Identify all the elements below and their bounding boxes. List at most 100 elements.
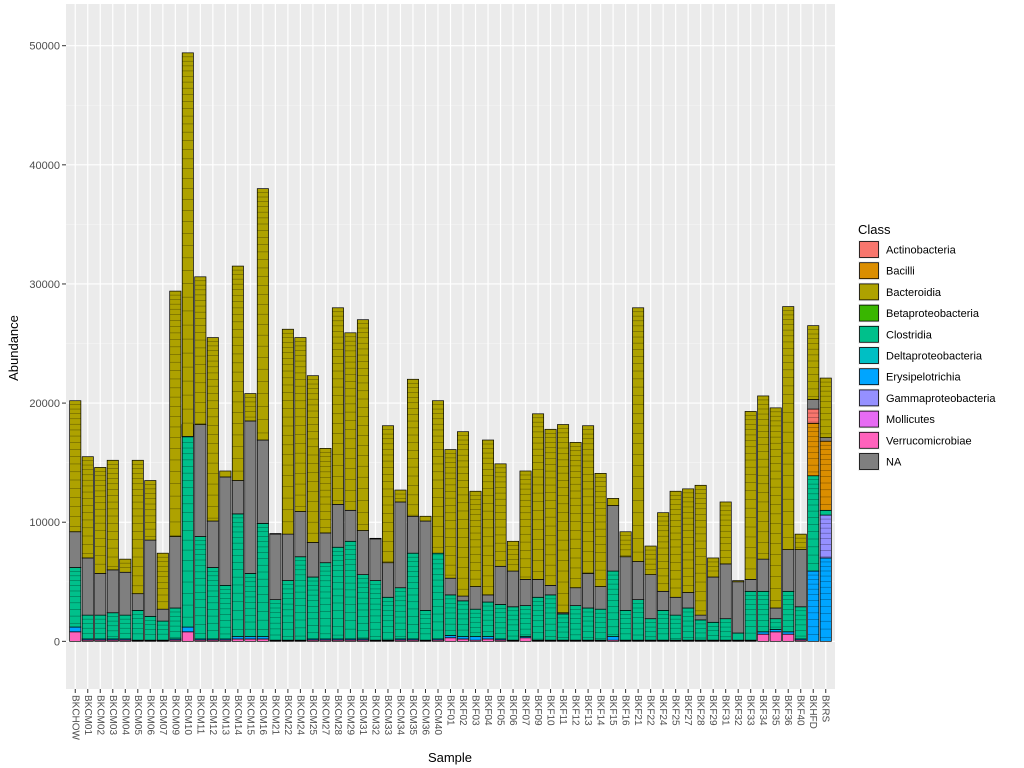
- segment-clostridia: [219, 585, 232, 640]
- segment-verrucomicrobiae: [757, 633, 770, 642]
- bar-BKCM36: [419, 515, 432, 642]
- bar-BKCM09: [169, 290, 182, 642]
- segment-bacteroidia: [281, 328, 294, 535]
- segment-na: [594, 586, 607, 610]
- segment-erysipelotrichia: [69, 626, 82, 633]
- bar-BKCM04: [119, 558, 132, 642]
- segment-na: [156, 608, 169, 622]
- segment-na: [256, 439, 269, 524]
- bar-BKF28: [694, 484, 707, 642]
- segment-clostridia: [269, 599, 282, 641]
- segment-na: [694, 614, 707, 621]
- segment-clostridia: [757, 590, 770, 633]
- segment-bacteroidia: [494, 463, 507, 567]
- legend-swatch-deltaproteobacteria: [859, 347, 879, 364]
- x-tick-label: BKCM16: [257, 695, 268, 735]
- legend: Class Actinobacteria Bacilli Bacteroidia Be…: [858, 222, 996, 471]
- segment-bacteroidia: [507, 540, 520, 572]
- segment-bacteroidia: [181, 52, 194, 437]
- segment-erysipelotrichia: [607, 636, 620, 641]
- legend-swatch-erysipelotrichia: [859, 368, 879, 386]
- x-tick-label: BKF09: [532, 695, 543, 726]
- segment-na: [444, 577, 457, 596]
- x-tick-label: BKCM09: [169, 695, 180, 735]
- segment-na: [294, 511, 307, 558]
- x-tick-label: BKCM33: [382, 695, 393, 735]
- segment-na: [707, 576, 720, 623]
- x-tick-label: BKCM28: [332, 695, 343, 735]
- segment-bacteroidia: [69, 400, 82, 533]
- segment-erysipelotrichia: [256, 636, 269, 640]
- segment-bacteroidia: [482, 439, 495, 596]
- segment-bacteroidia: [819, 377, 832, 438]
- segment-clostridia: [657, 610, 670, 641]
- x-tick-label: BKCM40: [432, 695, 443, 735]
- x-tick-label: BKCM24: [294, 695, 305, 735]
- bar-BKF36: [782, 306, 795, 642]
- y-tick-label: 50000: [29, 41, 60, 53]
- segment-erysipelotrichia: [482, 636, 495, 640]
- segment-bacteroidia: [432, 400, 444, 554]
- x-tick-label: BKCM03: [107, 695, 118, 735]
- segment-bacteroidia: [757, 395, 770, 560]
- segment-clostridia: [744, 590, 757, 641]
- segment-bacteroidia: [206, 337, 219, 522]
- segment-bacteroidia: [582, 425, 595, 574]
- bar-BKCM25: [306, 375, 319, 642]
- bar-BKCM15: [244, 393, 257, 642]
- x-tick-label: BKF06: [507, 695, 518, 726]
- segment-verrucomicrobiae: [181, 631, 194, 642]
- bar-BKF13: [582, 425, 595, 642]
- segment-na: [381, 562, 394, 598]
- segment-bacteroidia: [519, 470, 532, 580]
- segment-na: [757, 558, 770, 592]
- segment-bacteroidia: [794, 533, 807, 550]
- segment-na: [682, 592, 695, 609]
- bar-BKF34: [757, 395, 770, 642]
- segment-clostridia: [794, 606, 807, 640]
- bar-BKF24: [657, 512, 670, 642]
- segment-clostridia: [619, 610, 632, 641]
- segment-bacteroidia: [244, 393, 257, 422]
- bar-BKF02: [457, 431, 469, 642]
- segment-clostridia: [682, 607, 695, 641]
- bar-BKCM01: [81, 456, 94, 642]
- x-tick-label: BKF13: [582, 695, 593, 726]
- bar-BKF06: [507, 540, 520, 642]
- segment-clostridia: [94, 614, 107, 640]
- segment-na: [231, 480, 244, 515]
- segment-erysipelotrichia: [769, 629, 782, 633]
- bar-BKF07: [519, 470, 532, 642]
- segment-bacteroidia: [419, 515, 432, 522]
- bar-BKCM06: [144, 480, 157, 642]
- segment-verrucomicrobiae: [519, 637, 532, 642]
- x-tick-label: BKCM14: [232, 695, 243, 735]
- segment-bacteroidia: [169, 290, 182, 537]
- segment-bacteroidia: [394, 489, 407, 503]
- segment-na: [344, 509, 357, 542]
- segment-na: [81, 557, 94, 616]
- segment-bacilli: [807, 422, 820, 477]
- x-tick-label: BKF16: [620, 695, 631, 726]
- y-tick-label: 0: [54, 636, 60, 648]
- segment-bacteroidia: [782, 306, 795, 550]
- segment-clostridia: [331, 546, 344, 640]
- segment-bacteroidia: [106, 459, 119, 571]
- segment-na: [519, 579, 532, 606]
- segment-na: [419, 520, 432, 611]
- segment-erysipelotrichia: [181, 626, 194, 633]
- segment-na: [119, 571, 132, 616]
- segment-na: [732, 581, 745, 634]
- x-tick-label: BKCM10: [182, 695, 193, 735]
- segment-clostridia: [582, 607, 595, 641]
- x-tick-label: BKCHOW: [69, 695, 80, 741]
- bar-BKCM32: [369, 537, 382, 642]
- segment-clostridia: [319, 562, 332, 640]
- segment-verrucomicrobiae: [444, 637, 457, 642]
- bar-BKCM16: [256, 188, 269, 642]
- segment-bacteroidia: [544, 428, 557, 586]
- legend-label: Verrucomicrobiae: [886, 435, 972, 447]
- x-tick-label: BKCM25: [307, 695, 318, 735]
- legend-label: Erysipelotrichia: [886, 372, 961, 384]
